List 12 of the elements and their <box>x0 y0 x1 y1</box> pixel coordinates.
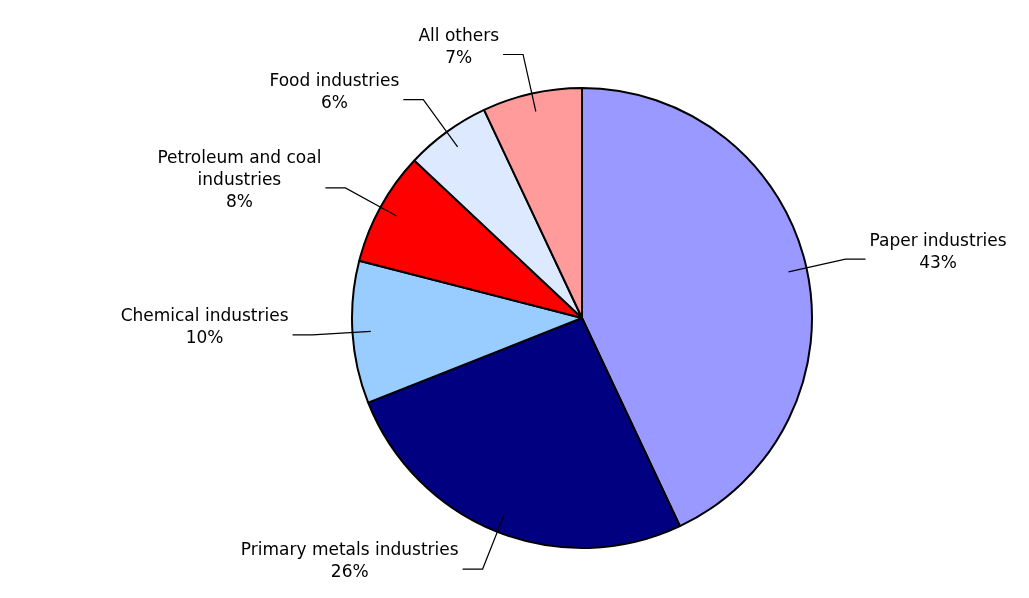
data-label: 10% <box>185 327 224 348</box>
data-label: 7% <box>445 46 473 67</box>
data-label: 26% <box>330 561 369 582</box>
slice-label: All others <box>418 24 500 45</box>
slice-label: Paper industries <box>869 229 1007 250</box>
data-label: 8% <box>225 191 253 212</box>
slice-label: Petroleum and coal industries <box>157 147 322 190</box>
slice-label: Chemical industries <box>120 305 289 326</box>
data-label: 43% <box>919 251 957 272</box>
data-label: 6% <box>320 91 348 112</box>
slice-label: Food industries <box>269 69 400 90</box>
slice-label: Primary metals industries <box>240 539 459 560</box>
